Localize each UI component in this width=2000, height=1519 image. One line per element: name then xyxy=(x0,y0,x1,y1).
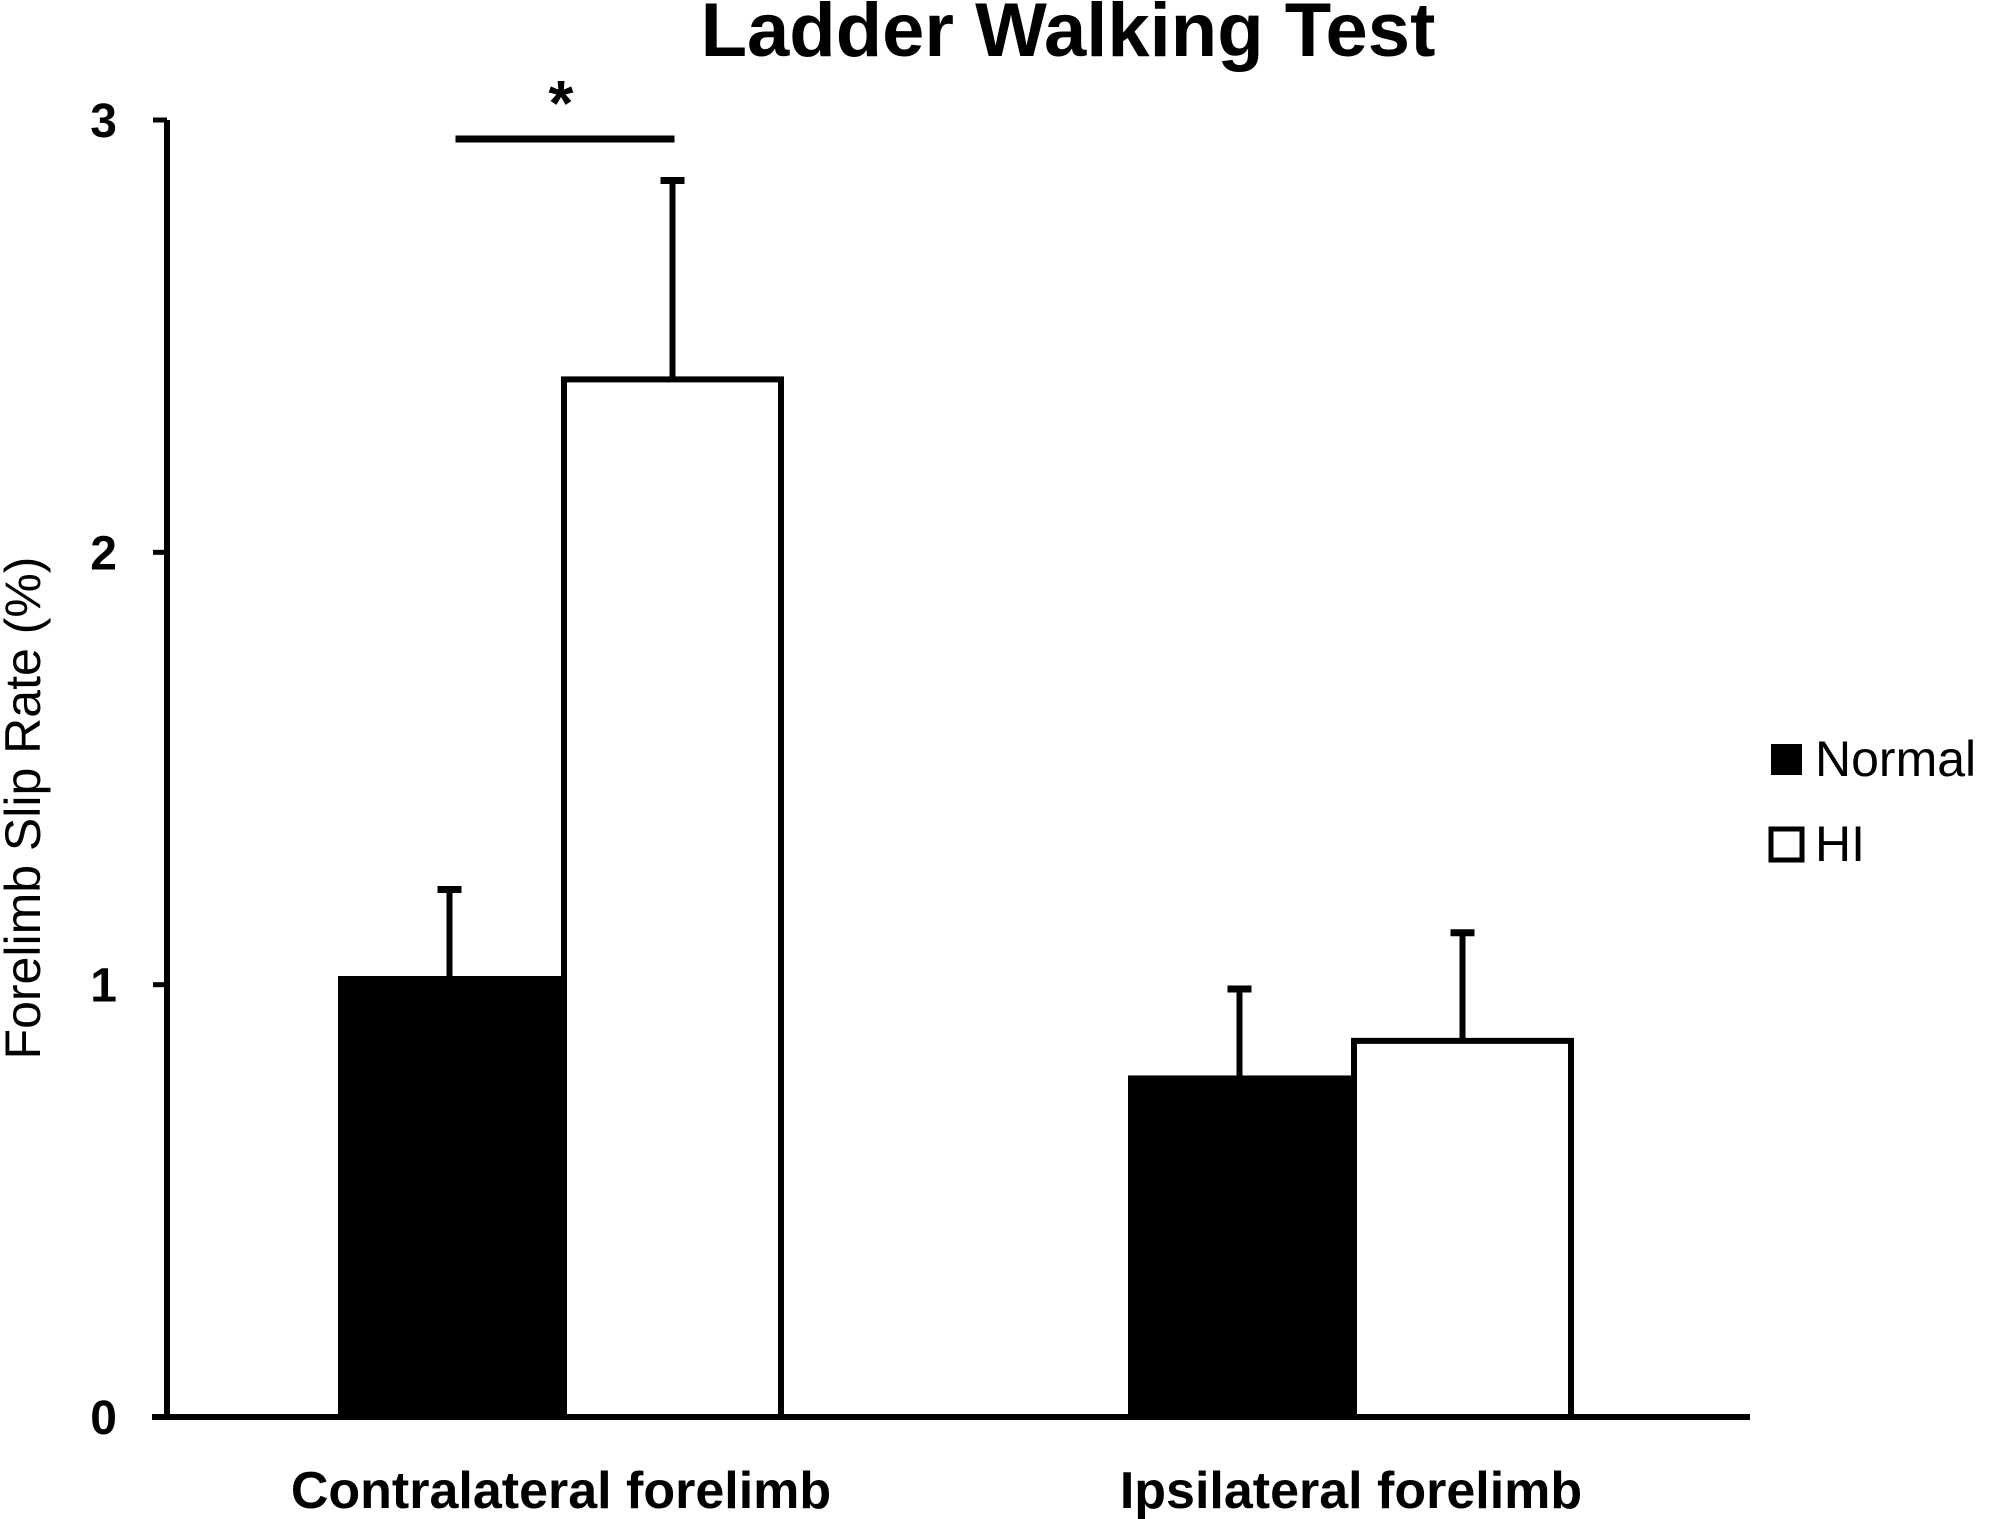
y-tick-label: 3 xyxy=(90,95,117,148)
error-bars-layer xyxy=(437,177,1475,1076)
legend-swatch-normal xyxy=(1771,744,1802,775)
legend-label-normal: Normal xyxy=(1815,731,1976,787)
legend: Normal HI xyxy=(1768,731,1976,872)
significance-marker: * xyxy=(549,67,574,139)
legend-swatch-hi xyxy=(1768,826,1805,863)
y-axis-label: Forelimb Slip Rate (%) xyxy=(0,557,51,1060)
bar-normal-2 xyxy=(1128,1075,1351,1417)
y-tick-label: 2 xyxy=(90,527,117,580)
y-tick-label: 0 xyxy=(90,1392,117,1445)
legend-label-hi: HI xyxy=(1815,816,1865,872)
x-category-label: Ipsilateral forelimb xyxy=(1120,1462,1582,1519)
bar-hi-2 xyxy=(1351,1037,1574,1420)
axes-layer xyxy=(152,120,1750,1420)
significance-layer: * xyxy=(455,67,675,143)
bars-layer xyxy=(338,376,1574,1420)
x-category-label: Contralateral forelimb xyxy=(291,1462,831,1519)
chart-title: Ladder Walking Test xyxy=(701,0,1436,73)
y-tick-label: 1 xyxy=(90,960,117,1013)
bar-normal-1 xyxy=(338,976,561,1417)
category-labels-layer: Contralateral forelimb Ipsilateral foreli… xyxy=(291,1462,1582,1519)
bar-hi-1 xyxy=(561,376,784,1420)
y-ticks-layer: 0 1 2 3 xyxy=(90,95,167,1445)
